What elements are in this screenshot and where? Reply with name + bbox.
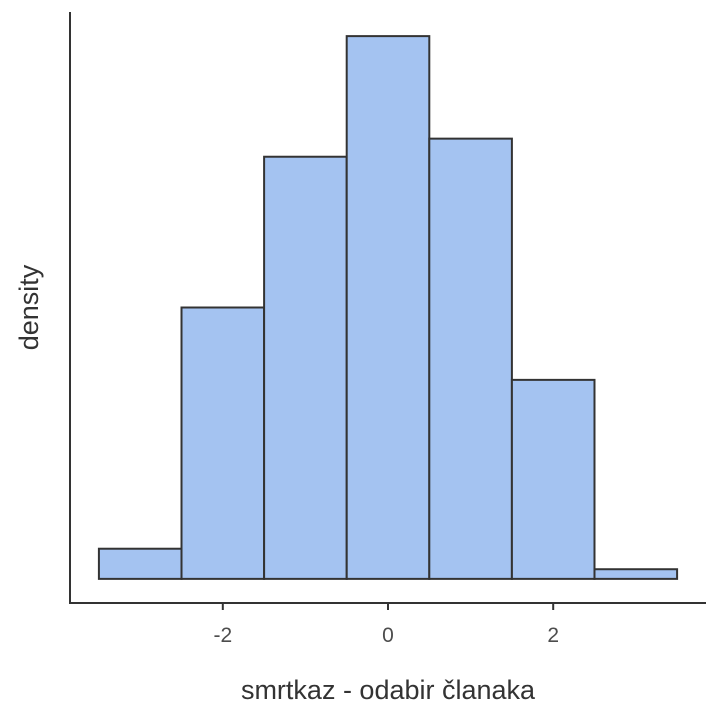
histogram-bar-3	[345, 35, 431, 580]
histogram-bar-4	[428, 137, 513, 580]
x-axis-title: smrtkaz - odabir članaka	[241, 675, 536, 705]
y-axis-title: density	[14, 264, 44, 350]
histogram-bar-2	[263, 155, 348, 580]
x-tick-label-0: -2	[213, 624, 232, 647]
x-tick-label-2: 2	[547, 624, 559, 647]
histogram-bar-0	[97, 547, 183, 580]
histogram-bar-5	[510, 378, 596, 580]
x-tick-label-1: 0	[382, 624, 394, 647]
x-ticks-layer: -2 0 2	[213, 603, 559, 647]
histogram-bar-1	[180, 306, 266, 580]
histogram-bar-6	[593, 568, 679, 580]
bars-layer	[97, 35, 679, 580]
